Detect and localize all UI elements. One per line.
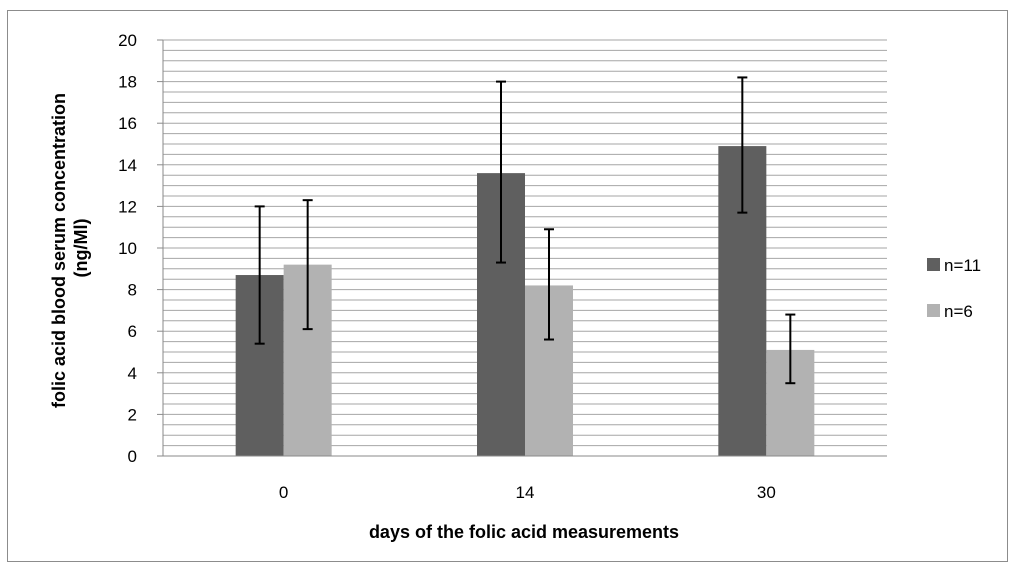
y-tick-label: 14 [118,156,137,175]
y-tick-label: 20 [118,31,137,50]
y-tick-label: 12 [118,197,137,216]
y-tick-label: 10 [118,239,137,258]
y-tick-label: 8 [128,281,137,300]
axis-layer: 0 2 4 6 8 10 12 14 16 18 20 0 14 30 [118,31,887,502]
y-tick-label: 6 [128,322,137,341]
error-layer [254,76,796,385]
y-tick-label: 2 [128,405,137,424]
y-tick-label: 18 [118,73,137,92]
legend-layer: n=11 n=6 [927,256,981,321]
y-axis-title: folic acid blood serum concentration (ng… [49,88,91,408]
legend-swatch [927,258,940,271]
y-tick-label: 4 [128,364,137,383]
x-tick-label: 30 [757,483,776,502]
legend-label: n=6 [944,302,973,321]
x-tick-label: 0 [279,483,288,502]
x-axis-title: days of the folic acid measurements [369,522,679,542]
y-tick-label: 0 [128,447,137,466]
x-tick-label: 14 [516,483,535,502]
y-axis-title-line-1: folic acid blood serum concentration [49,93,69,408]
y-axis-title-line-2: (ng/Ml) [71,219,91,278]
legend-swatch [927,304,940,317]
y-tick-label: 16 [118,114,137,133]
legend-label: n=11 [944,256,981,275]
bar-layer [235,146,815,456]
